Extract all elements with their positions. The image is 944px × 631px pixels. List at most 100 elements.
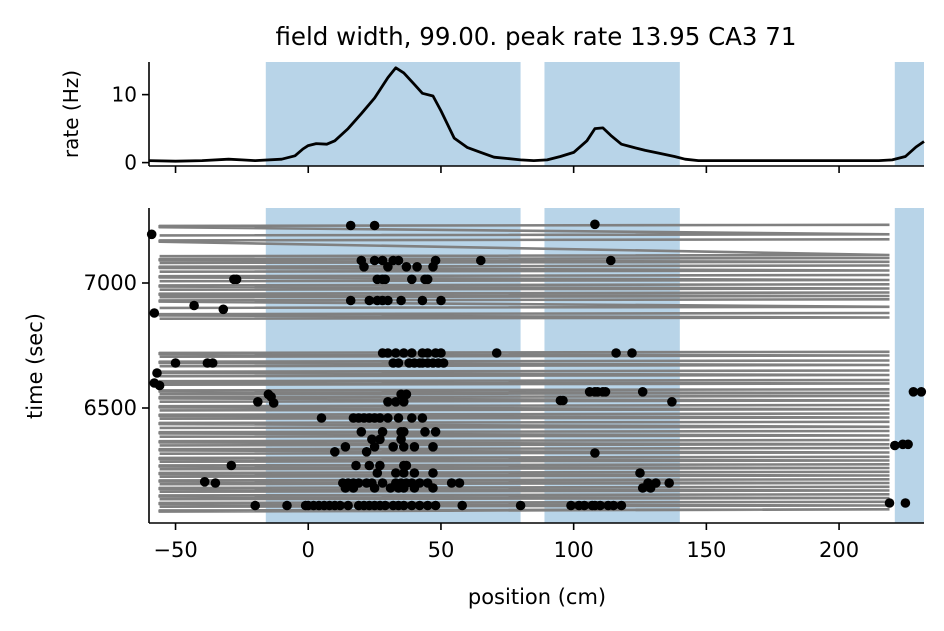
spike-point: [476, 255, 486, 266]
spike-point: [268, 398, 279, 408]
spike-point: [218, 304, 229, 315]
spike-point: [916, 387, 927, 397]
spike-point: [152, 368, 162, 378]
spike-point: [645, 483, 656, 493]
spike-point: [637, 387, 648, 397]
spike-point: [908, 387, 919, 397]
spike-point: [380, 500, 391, 511]
spike-point: [210, 478, 221, 488]
raster-x-tick-label: 50: [428, 538, 455, 562]
spike-point: [399, 468, 409, 478]
rate-y-tick-label: 10: [112, 83, 137, 107]
spike-point: [401, 389, 412, 400]
spike-point: [388, 442, 399, 452]
spike-point: [252, 397, 263, 407]
spike-point: [396, 434, 406, 445]
chart-title: field width, 99.00. peak rate 13.95 CA3 …: [276, 22, 797, 51]
spike-point: [396, 295, 406, 306]
spike-point: [409, 483, 420, 493]
trajectory-lines: [158, 223, 890, 513]
spike-point: [316, 413, 327, 423]
spike-point: [407, 500, 417, 511]
raster-x-tick-label: 0: [302, 538, 315, 562]
raster-x-tick-label: 150: [686, 538, 726, 562]
spike-point: [345, 220, 356, 231]
spike-point: [590, 448, 600, 458]
spike-point: [364, 295, 375, 306]
spike-point: [417, 295, 428, 306]
rate-y-ticks: 0 10: [112, 83, 149, 175]
spike-point: [380, 274, 391, 285]
spike-point: [438, 358, 449, 368]
spike-point: [664, 478, 674, 488]
spike-point: [189, 300, 199, 311]
spike-point: [377, 478, 388, 488]
spike-point: [369, 220, 380, 231]
spike-point: [566, 500, 576, 511]
spike-point: [377, 427, 388, 437]
spike-point: [391, 397, 401, 407]
rate-field-0: [265, 62, 521, 166]
spike-point: [383, 295, 393, 306]
spike-point: [420, 427, 430, 437]
spike-point: [884, 498, 895, 508]
spike-point: [340, 442, 351, 452]
spike-point: [361, 447, 372, 457]
spike-point: [399, 483, 409, 493]
rate-y-axis-label: rate (Hz): [59, 70, 83, 158]
spike-point: [383, 413, 393, 423]
spike-point: [393, 255, 404, 266]
rate-field-2: [894, 62, 924, 166]
spike-point: [149, 308, 160, 318]
spike-point: [391, 348, 401, 358]
spike-point: [369, 255, 380, 266]
spike-point: [890, 440, 900, 451]
raster-panel: 6500 7000 −50 0 50 100 150 200 position (cm) t…: [23, 208, 927, 609]
rate-panel: field width, 99.00. peak rate 13.95 CA3 …: [59, 22, 925, 175]
spike-point: [590, 219, 600, 230]
spike-point: [422, 274, 433, 285]
spike-point: [330, 447, 340, 457]
spike-point: [375, 460, 385, 471]
spike-point: [343, 500, 353, 511]
raster-x-tick-label: 200: [819, 538, 859, 562]
spike-point: [407, 413, 417, 423]
spike-point: [250, 500, 260, 511]
spike-point: [207, 358, 218, 368]
spike-point: [608, 500, 619, 511]
spike-point: [375, 413, 385, 423]
spike-point: [399, 500, 409, 511]
spike-point: [401, 262, 412, 272]
spike-point: [422, 348, 433, 358]
spike-point: [356, 427, 367, 437]
spike-point: [579, 500, 590, 511]
spike-point: [383, 348, 393, 358]
spike-point: [606, 255, 616, 266]
spike-point: [595, 500, 605, 511]
raster-y-axis-label: time (sec): [23, 313, 47, 419]
spike-point: [399, 442, 409, 452]
spike-point: [446, 478, 457, 488]
spike-point: [409, 468, 420, 478]
spike-point: [199, 477, 210, 487]
spike-point: [335, 500, 345, 511]
spike-point: [409, 442, 420, 452]
raster-y-tick-label: 6500: [84, 396, 137, 420]
spike-point: [401, 460, 412, 471]
spike-point: [345, 295, 356, 306]
rate-y-tick-label: 0: [124, 151, 137, 175]
spike-point: [367, 434, 377, 445]
spike-point: [348, 483, 359, 493]
spike-point: [430, 427, 441, 437]
spike-point: [611, 348, 621, 358]
spike-point: [369, 483, 380, 493]
spike-point: [515, 500, 526, 511]
spike-point: [391, 468, 401, 478]
spike-point: [616, 500, 627, 511]
spike-point: [369, 442, 380, 452]
spike-point: [377, 255, 388, 266]
spike-point: [231, 274, 242, 285]
spike-point: [454, 478, 465, 488]
spike-point: [637, 483, 648, 493]
spike-point: [170, 358, 181, 368]
